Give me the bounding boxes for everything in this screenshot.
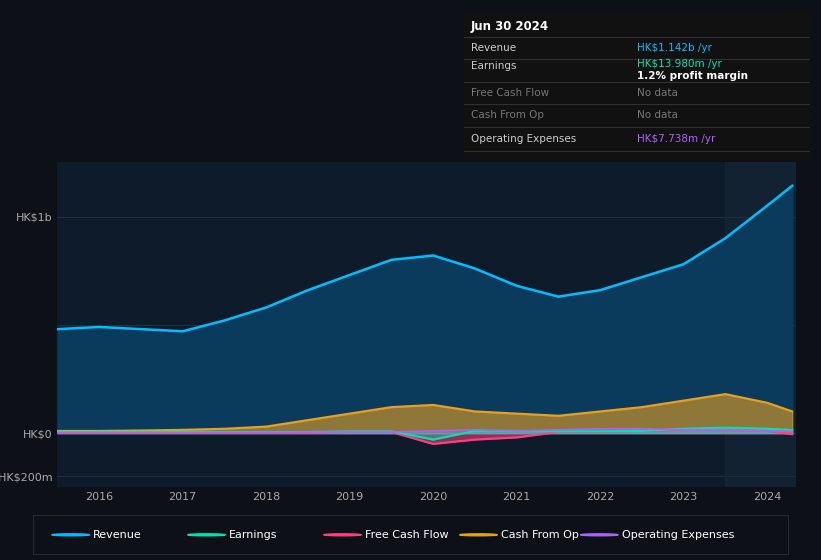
Text: Operating Expenses: Operating Expenses xyxy=(622,530,734,540)
Circle shape xyxy=(323,534,361,536)
Text: Operating Expenses: Operating Expenses xyxy=(470,134,576,143)
Circle shape xyxy=(460,534,498,536)
Text: Cash From Op: Cash From Op xyxy=(470,110,544,120)
Text: Free Cash Flow: Free Cash Flow xyxy=(470,88,549,98)
Text: Jun 30 2024: Jun 30 2024 xyxy=(470,20,549,33)
Text: HK$1.142b /yr: HK$1.142b /yr xyxy=(637,43,712,53)
Circle shape xyxy=(188,534,226,536)
Text: 1.2% profit margin: 1.2% profit margin xyxy=(637,71,748,81)
Text: HK$13.980m /yr: HK$13.980m /yr xyxy=(637,59,722,69)
Text: No data: No data xyxy=(637,110,678,120)
Text: Earnings: Earnings xyxy=(470,61,516,71)
Circle shape xyxy=(52,534,89,536)
Text: Cash From Op: Cash From Op xyxy=(501,530,579,540)
Text: Earnings: Earnings xyxy=(229,530,277,540)
Bar xyxy=(726,162,796,487)
Text: HK$7.738m /yr: HK$7.738m /yr xyxy=(637,134,715,143)
Text: Free Cash Flow: Free Cash Flow xyxy=(365,530,449,540)
Text: No data: No data xyxy=(637,88,678,98)
Text: Revenue: Revenue xyxy=(470,43,516,53)
Circle shape xyxy=(580,534,618,536)
Text: Revenue: Revenue xyxy=(94,530,142,540)
